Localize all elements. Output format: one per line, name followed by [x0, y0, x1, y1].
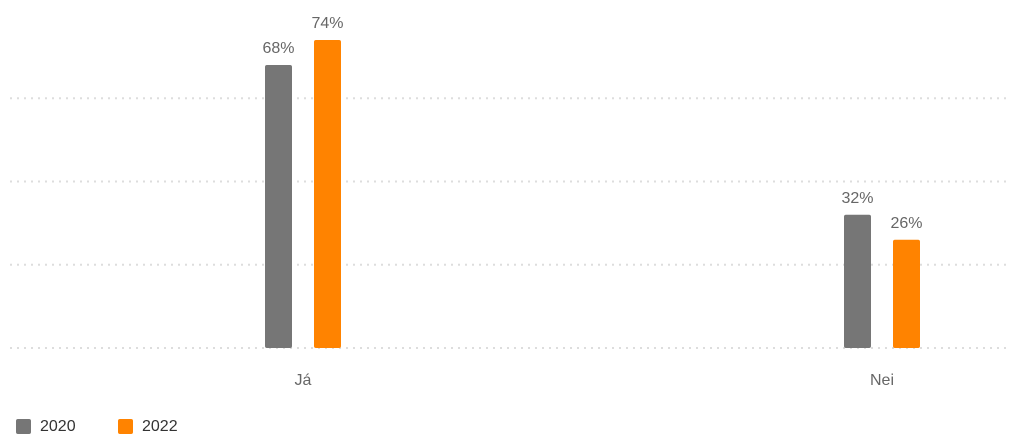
value-label: 68% — [262, 40, 294, 57]
legend-label: 2022 — [142, 418, 178, 434]
bar — [893, 239, 920, 348]
bar — [844, 214, 871, 348]
bar — [265, 64, 292, 348]
x-tick-label: Já — [295, 372, 312, 389]
bar — [314, 39, 341, 348]
x-tick-label: Nei — [870, 372, 894, 389]
legend-swatch — [118, 419, 133, 434]
legend-label: 2020 — [40, 418, 76, 434]
legend-swatch — [16, 419, 31, 434]
value-label: 32% — [841, 190, 873, 207]
value-label: 26% — [890, 215, 922, 232]
value-label: 74% — [311, 15, 343, 32]
